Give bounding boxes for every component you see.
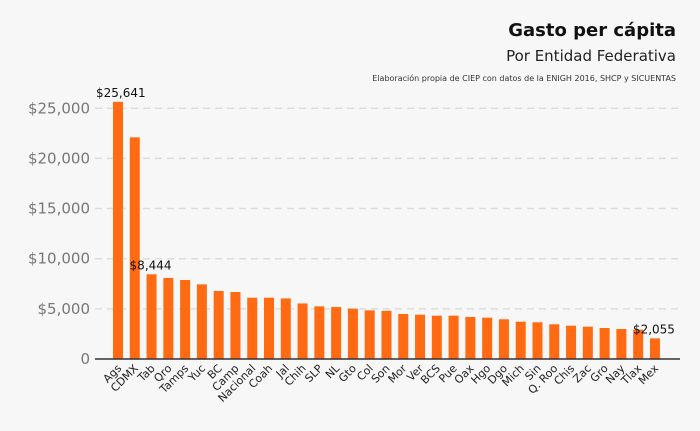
x-tick-label: Mex [636,362,662,388]
y-tick-label: 0 [80,350,90,368]
bar-gto [347,308,358,359]
bar-slp [314,306,325,359]
bar-tab [146,274,157,359]
bar-oax [465,316,476,359]
bar-mor [398,313,409,359]
bar-chih [297,303,308,359]
bar-mex [649,338,660,359]
bar-pue [448,315,459,359]
bar-jal [280,298,291,359]
bar-nay [616,329,627,359]
data-label: $2,055 [633,322,675,336]
y-tick-label: $15,000 [28,200,90,218]
bar-ags [113,101,123,359]
bar-chis [566,325,577,359]
y-tick-label: $20,000 [28,149,90,167]
bar-cdmx [129,137,140,359]
bar-bc [213,290,224,359]
bar-qroo [549,324,560,359]
bar-bcs [431,315,442,359]
bar-tamps [180,279,191,359]
bar-tlax [633,329,644,359]
y-tick-label: $10,000 [28,250,90,268]
bar-gro [599,328,610,359]
chart-caption: Elaboración propia de CIEP con datos de … [372,74,676,83]
bar-hgo [482,317,493,359]
bar-camp [230,291,241,359]
data-label: $8,444 [130,258,172,272]
bar-nl [331,307,342,359]
bar-yuc [196,284,207,359]
y-tick-label: $5,000 [38,300,91,318]
x-tick-label: SLP [302,362,325,385]
data-label: $25,641 [96,86,146,100]
chart-title: Gasto per cápita [508,20,676,41]
bar-qro [163,277,174,359]
bar-ver [415,314,426,359]
bar-sin [532,322,543,359]
bar-zac [582,326,593,359]
bar-coah [264,297,275,359]
bar-dgo [498,319,509,359]
bar-mich [515,321,526,359]
bar-nacional [247,297,258,359]
bar-son [381,310,392,359]
y-tick-label: $25,000 [28,99,90,117]
bar-col [364,310,375,359]
chart-subtitle: Por Entidad Federativa [506,47,676,65]
